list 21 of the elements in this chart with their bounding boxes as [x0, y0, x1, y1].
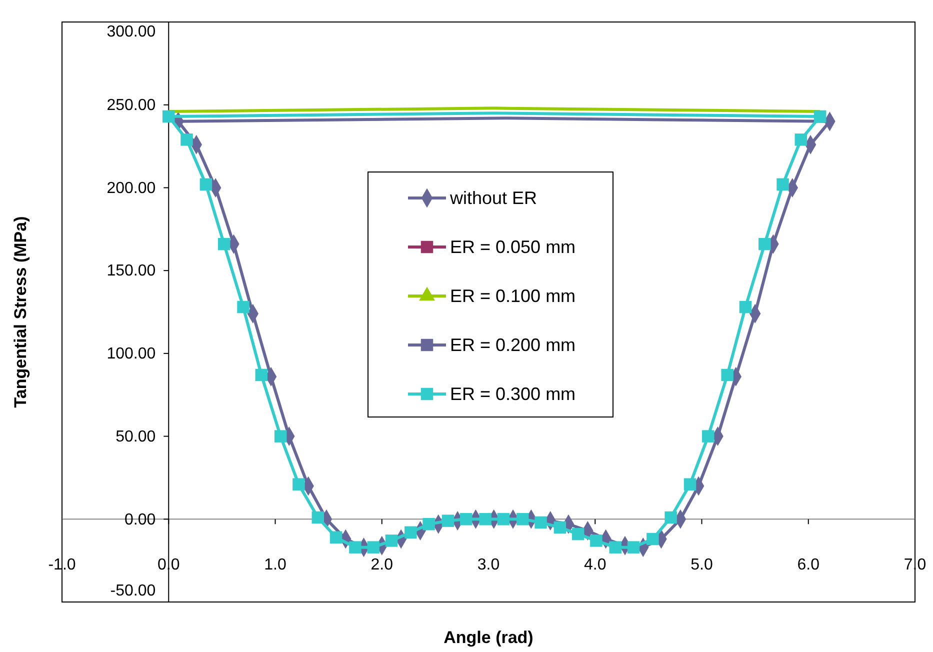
legend-label: ER = 0.200 mm: [450, 335, 576, 355]
legend-label: ER = 0.050 mm: [450, 237, 576, 257]
legend-label: without ER: [449, 188, 538, 208]
y-tick-label: -50.00: [110, 582, 156, 600]
x-tick-label: 4.0: [584, 556, 606, 574]
y-axis-title: Tangential Stress (MPa): [11, 216, 30, 408]
x-axis-title: Angle (rad): [444, 628, 534, 647]
x-tick-label: 5.0: [690, 556, 713, 574]
y-tick-label: 150.00: [106, 262, 156, 280]
y-tick-label: 100.00: [106, 346, 156, 363]
x-tick-label: 1.0: [264, 556, 286, 574]
y-tick-label: 50.00: [116, 428, 156, 446]
y-tick-label: 300.00: [106, 23, 156, 40]
y-tick-label: 250.00: [106, 96, 156, 114]
x-tick-label: 6.0: [797, 556, 820, 574]
x-tick-label: 3.0: [477, 556, 500, 574]
x-tick-label: 2.0: [370, 556, 394, 574]
y-tick-label: 200.00: [106, 180, 156, 197]
y-tick-label: 0.00: [124, 511, 156, 528]
legend-label: ER = 0.300 mm: [450, 384, 576, 404]
legend-label: ER = 0.100 mm: [450, 286, 576, 306]
